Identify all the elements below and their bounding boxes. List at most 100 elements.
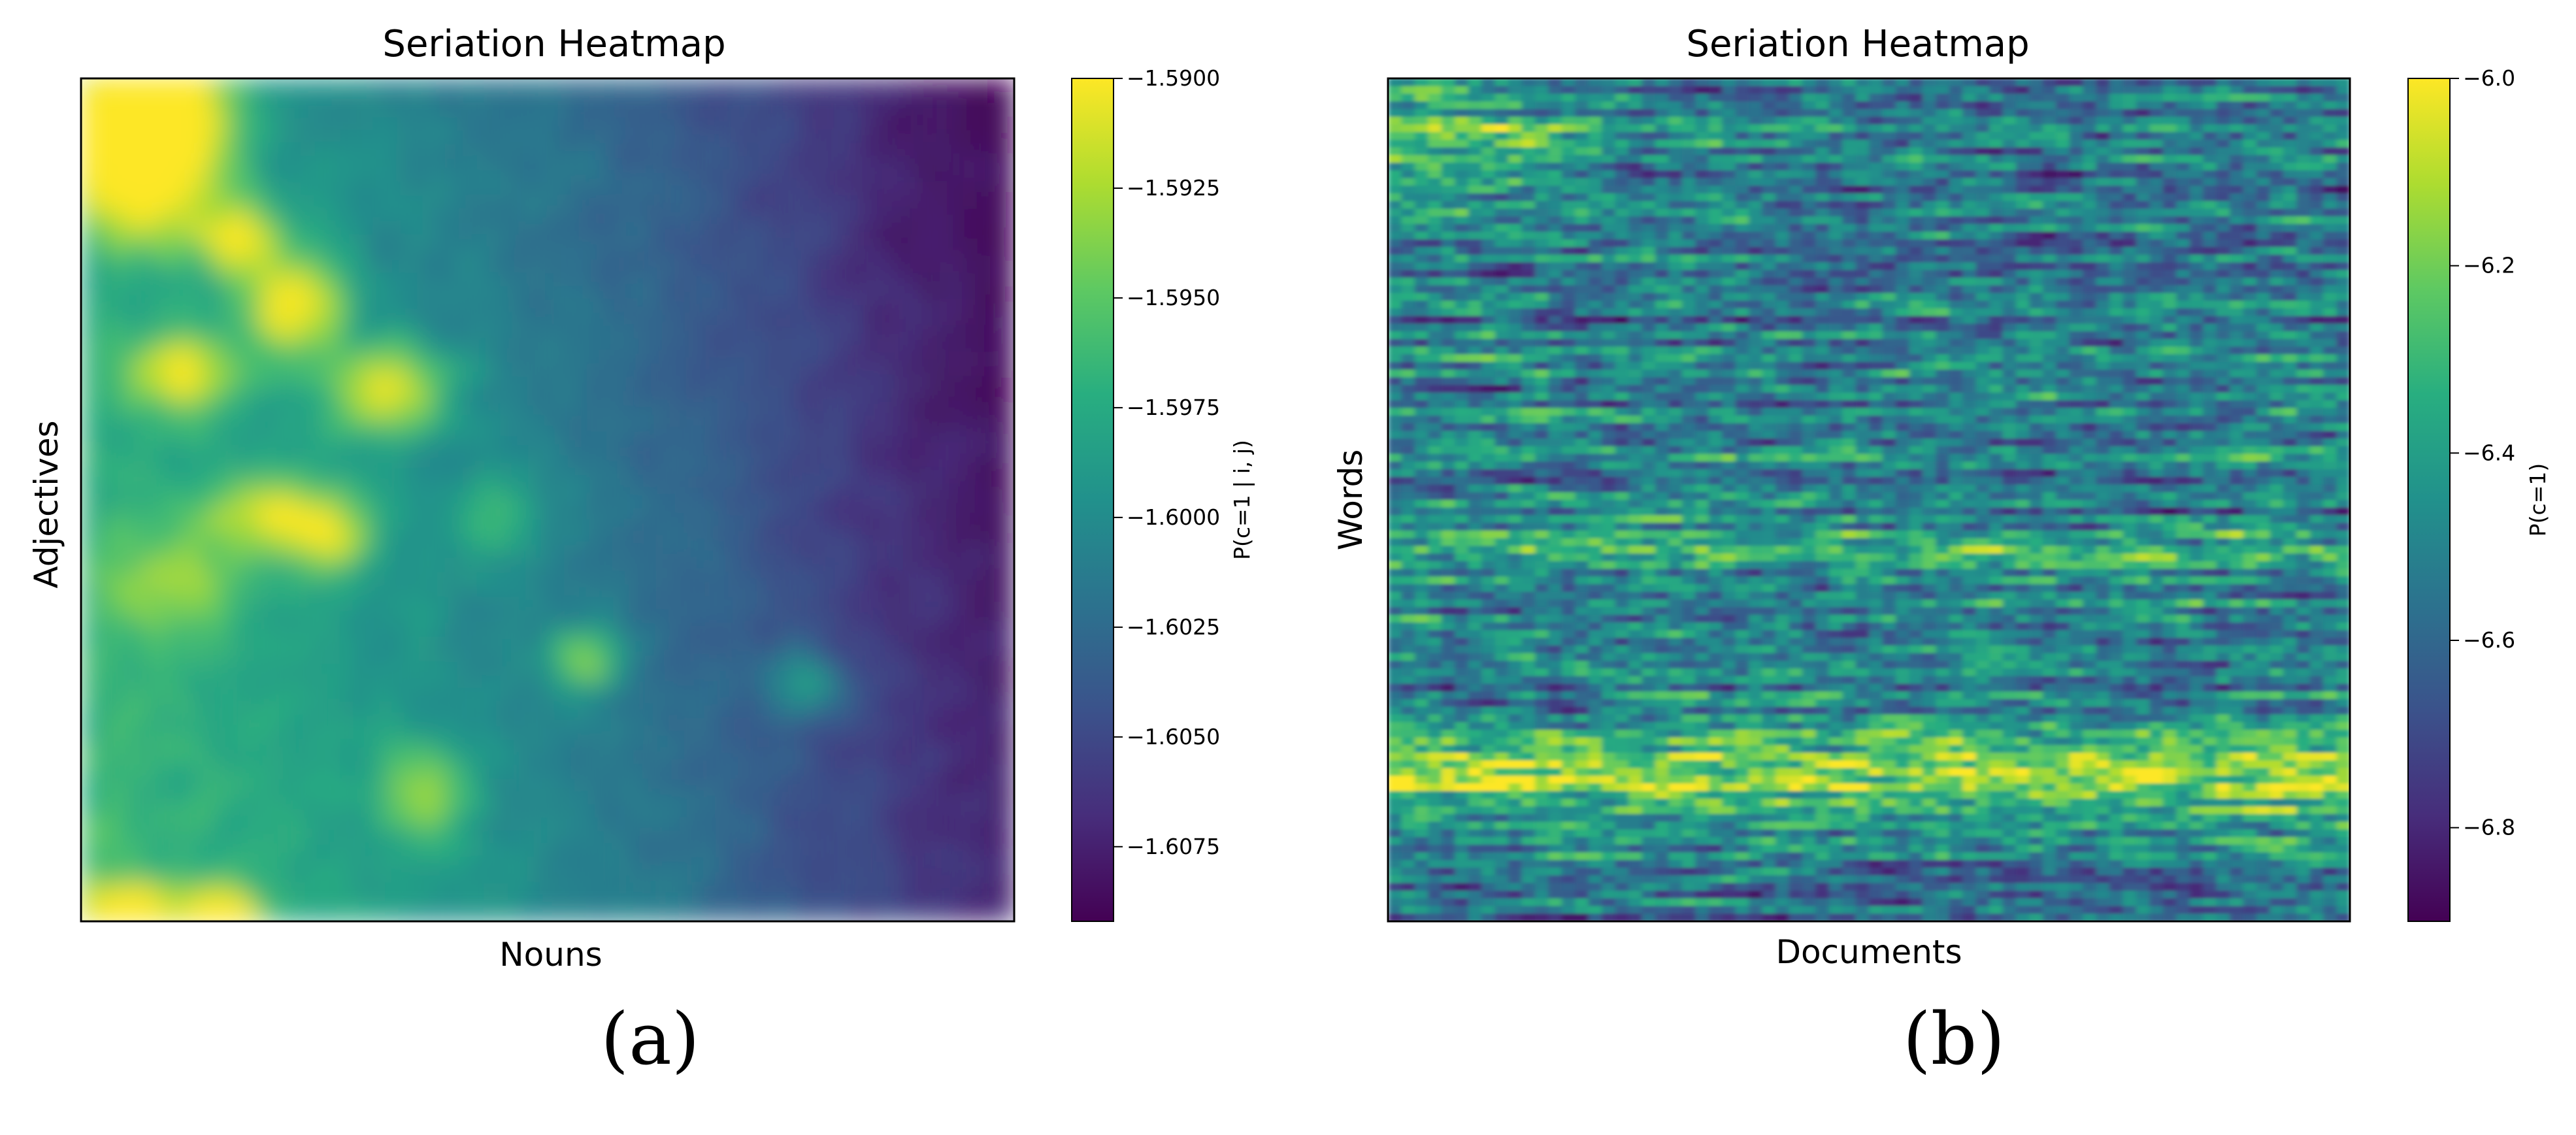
heatmap-a-cell — [651, 182, 665, 196]
heatmap-a-cell — [651, 765, 665, 780]
heatmap-a-cell — [81, 545, 95, 559]
heatmap-b-cell — [2056, 78, 2070, 87]
heatmap-a-cell — [625, 856, 639, 870]
heatmap-a-cell — [159, 545, 173, 559]
heatmap-a-cell — [781, 480, 795, 495]
heatmap-a-cell — [729, 182, 743, 196]
heatmap-a-cell — [275, 286, 289, 300]
heatmap-a-cell — [806, 480, 821, 495]
heatmap-a-cell — [418, 714, 432, 728]
heatmap-a-cell — [548, 584, 561, 598]
heatmap-a-cell — [288, 545, 303, 559]
heatmap-a-cell — [508, 753, 523, 766]
heatmap-a-cell — [288, 259, 303, 274]
heatmap-a-cell — [664, 584, 678, 598]
heatmap-a-cell — [936, 778, 950, 793]
heatmap-a-cell — [781, 389, 795, 404]
heatmap-a-cell — [521, 441, 536, 455]
heatmap-a-cell — [884, 454, 899, 469]
heatmap-a-cell — [444, 337, 458, 352]
heatmap-a-cell — [599, 765, 614, 780]
heatmap-a-cell — [1001, 91, 1014, 105]
heatmap-a-cell — [93, 403, 108, 416]
heatmap-a-cell — [495, 882, 510, 896]
heatmap-a-cell — [793, 623, 808, 637]
heatmap-a-cell — [884, 765, 899, 780]
heatmap-a-cell — [197, 454, 212, 469]
heatmap-a-cell — [703, 389, 717, 404]
heatmap-a-cell — [936, 687, 950, 702]
heatmap-a-cell — [573, 363, 587, 378]
heatmap-a-cell — [884, 908, 899, 921]
heatmap-a-cell — [107, 389, 121, 404]
heatmap-b-cell — [2189, 78, 2204, 87]
heatmap-a-cell — [223, 454, 237, 469]
heatmap-a-cell — [535, 363, 548, 378]
heatmap-a-cell — [573, 403, 587, 416]
heatmap-a-cell — [897, 117, 912, 131]
heatmap-a-cell — [210, 299, 225, 313]
heatmap-a-cell — [586, 882, 601, 896]
heatmap-a-cell — [353, 908, 367, 921]
heatmap-a-cell — [107, 571, 121, 585]
heatmap-a-cell — [184, 778, 199, 793]
heatmap-a-cell — [599, 753, 614, 766]
heatmap-a-cell — [237, 376, 250, 391]
heatmap-a-cell — [457, 558, 471, 572]
heatmap-a-cell — [392, 143, 406, 157]
heatmap-a-cell — [703, 493, 717, 507]
heatmap-a-cell — [988, 532, 1002, 546]
heatmap-a-cell — [444, 584, 458, 598]
heatmap-a-cell — [146, 247, 159, 261]
heatmap-a-cell — [237, 156, 250, 170]
heatmap-a-cell — [521, 571, 536, 585]
heatmap-a-cell — [249, 403, 263, 416]
heatmap-b-cell — [1414, 93, 1429, 103]
heatmap-a-cell — [586, 571, 601, 585]
heatmap-a-cell — [716, 221, 730, 235]
heatmap-a-cell — [223, 182, 237, 196]
heatmap-a-cell — [457, 869, 471, 883]
heatmap-b-cell — [2029, 101, 2043, 110]
heatmap-a-cell — [120, 674, 134, 689]
heatmap-a-cell — [535, 208, 548, 222]
heatmap-a-cell — [301, 687, 315, 702]
heatmap-a-cell — [327, 831, 341, 844]
heatmap-a-cell — [819, 454, 834, 469]
heatmap-a-cell — [690, 312, 704, 326]
heatmap-a-cell — [379, 91, 393, 105]
heatmap-a-cell — [768, 687, 782, 702]
heatmap-a-cell — [418, 299, 432, 313]
heatmap-a-cell — [120, 649, 134, 663]
heatmap-a-cell — [237, 610, 250, 624]
heatmap-a-cell — [210, 778, 225, 793]
heatmap-a-cell — [819, 869, 834, 883]
heatmap-a-cell — [833, 104, 847, 118]
heatmap-a-cell — [379, 428, 393, 442]
heatmap-a-cell — [806, 454, 821, 469]
heatmap-a-cell — [742, 403, 756, 416]
heatmap-a-cell — [677, 234, 691, 248]
heatmap-a-cell — [586, 182, 601, 196]
heatmap-a-cell — [1001, 363, 1014, 378]
heatmap-a-cell — [819, 467, 834, 482]
heatmap-a-cell — [210, 584, 225, 598]
heatmap-a-cell — [171, 117, 186, 131]
heatmap-a-cell — [897, 895, 912, 910]
heatmap-a-cell — [846, 791, 859, 806]
heatmap-a-cell — [444, 182, 458, 196]
heatmap-a-cell — [651, 403, 665, 416]
heatmap-a-cell — [586, 221, 601, 235]
heatmap-a-cell — [638, 843, 652, 857]
heatmap-a-cell — [107, 454, 121, 469]
heatmap-a-cell — [366, 169, 380, 183]
heatmap-a-cell — [275, 662, 289, 676]
heatmap-a-cell — [81, 791, 95, 806]
heatmap-a-cell — [482, 78, 497, 92]
heatmap-a-cell — [81, 428, 95, 442]
heatmap-a-cell — [729, 700, 743, 715]
heatmap-a-cell — [495, 674, 510, 689]
heatmap-a-cell — [677, 662, 691, 676]
heatmap-a-cell — [703, 234, 717, 248]
heatmap-a-cell — [146, 532, 159, 546]
